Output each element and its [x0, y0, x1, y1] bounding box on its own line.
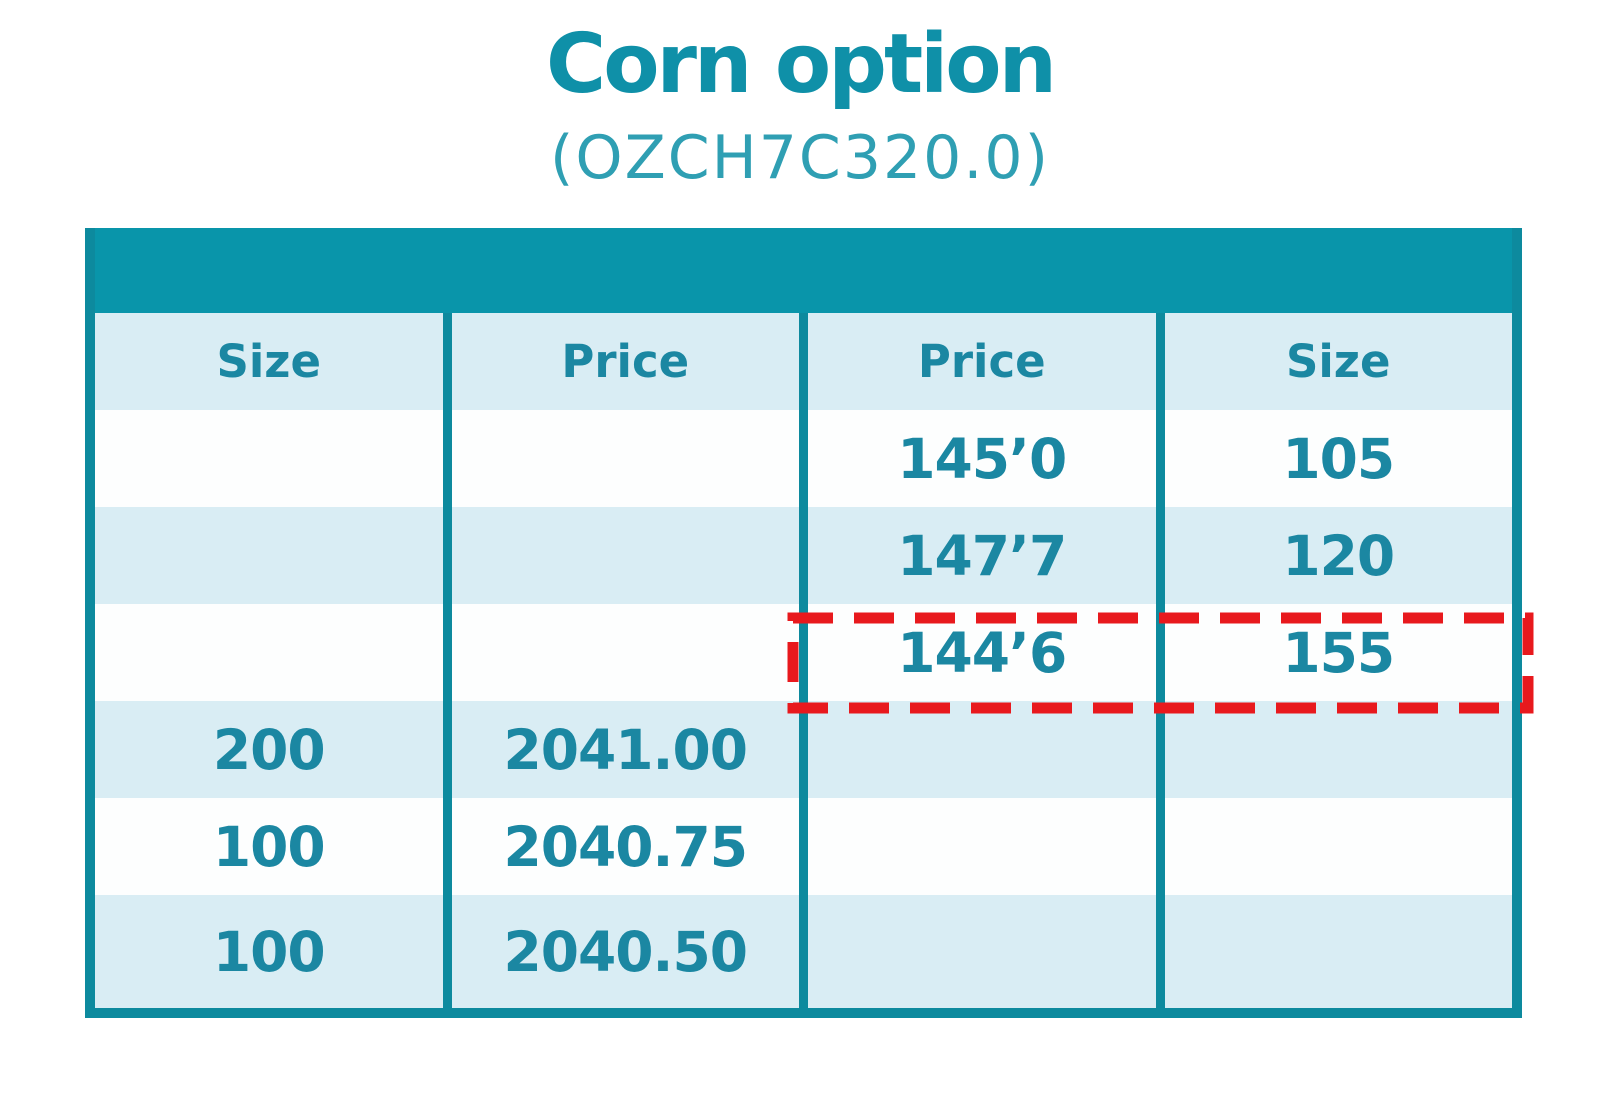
- ask-price-cell: [808, 895, 1156, 1008]
- ask-price-cell: 144’6: [808, 604, 1156, 701]
- bid-size-cell: 100: [95, 895, 443, 1008]
- ask-price-cell: 145’0: [808, 410, 1156, 507]
- orderbook-grid: Size Price Price Size 145’0 105 147’7 12…: [95, 313, 1512, 1008]
- ask-price-cell: 147’7: [808, 507, 1156, 604]
- bid-size-cell: [95, 604, 443, 701]
- bid-price-cell: [451, 507, 799, 604]
- bid-price-cell: 2040.50: [451, 895, 799, 1008]
- bid-size-cell: [95, 410, 443, 507]
- column-header-ask-price: Price: [808, 313, 1156, 410]
- bid-size-cell: 200: [95, 701, 443, 798]
- contract-code: (OZCH7C320.0): [550, 123, 1050, 193]
- ask-size-cell: 155: [1164, 604, 1512, 701]
- bid-price-cell: [451, 410, 799, 507]
- bid-price-cell: [451, 604, 799, 701]
- ask-size-cell: 120: [1164, 507, 1512, 604]
- bid-size-cell: [95, 507, 443, 604]
- ask-price-cell: [808, 701, 1156, 798]
- ask-price-cell: [808, 798, 1156, 895]
- column-header-bid-size: Size: [95, 313, 443, 410]
- ask-size-cell: [1164, 798, 1512, 895]
- bid-price-cell: 2040.75: [451, 798, 799, 895]
- ask-size-cell: 105: [1164, 410, 1512, 507]
- column-header-ask-size: Size: [1164, 313, 1512, 410]
- bid-size-cell: 100: [95, 798, 443, 895]
- column-header-bid-price: Price: [451, 313, 799, 410]
- ask-size-cell: [1164, 701, 1512, 798]
- orderbook-table: Size Price Price Size 145’0 105 147’7 12…: [85, 228, 1522, 1018]
- page-title: Corn option: [546, 17, 1057, 112]
- ask-size-cell: [1164, 895, 1512, 1008]
- bid-price-cell: 2041.00: [451, 701, 799, 798]
- table-header-bar: [95, 228, 1512, 313]
